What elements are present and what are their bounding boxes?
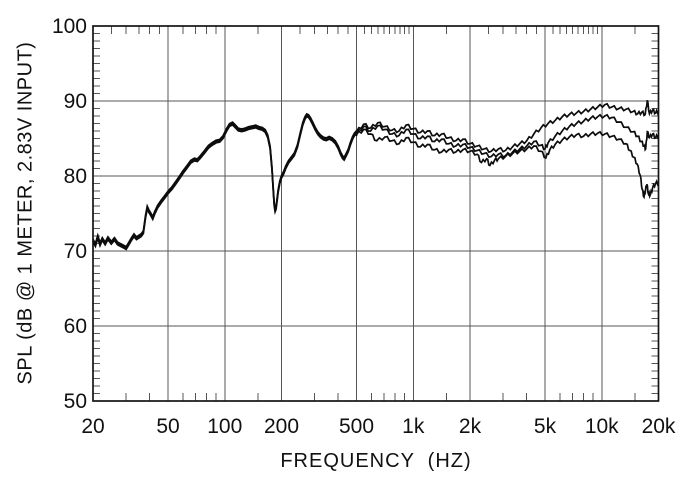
series-traces — [92, 100, 660, 251]
x-tick-label: 20k — [642, 415, 676, 438]
response-trace-1-top — [92, 100, 660, 248]
y-tick-label: 50 — [64, 390, 87, 413]
plot-frame — [92, 25, 660, 402]
x-tick-label: 5k — [534, 415, 557, 438]
y-tick-label: 90 — [64, 90, 87, 113]
x-tick-label: 20 — [81, 415, 104, 438]
y-tick-label: 60 — [64, 315, 87, 338]
x-tick-label: 100 — [207, 415, 242, 438]
x-tick-label: 500 — [339, 415, 374, 438]
x-tick-label: 2k — [459, 415, 482, 438]
grid-lines — [93, 26, 659, 401]
y-tick-label: 100 — [52, 15, 87, 38]
y-tick-label: 80 — [64, 165, 87, 188]
response-trace-3-bottom — [92, 115, 660, 251]
x-tick-label: 50 — [156, 415, 179, 438]
y-axis-title: SPL (dB @ 1 METER, 2.83V INPUT) — [14, 41, 37, 385]
x-axis-title: FREQUENCY (HZ) — [280, 450, 472, 472]
response-trace-2-middle — [92, 113, 660, 250]
x-tick-label: 1k — [402, 415, 425, 438]
axis-minor-ticks — [93, 26, 659, 401]
x-tick-label: 200 — [264, 415, 299, 438]
y-tick-label: 70 — [64, 240, 87, 263]
x-tick-label: 10k — [585, 415, 619, 438]
